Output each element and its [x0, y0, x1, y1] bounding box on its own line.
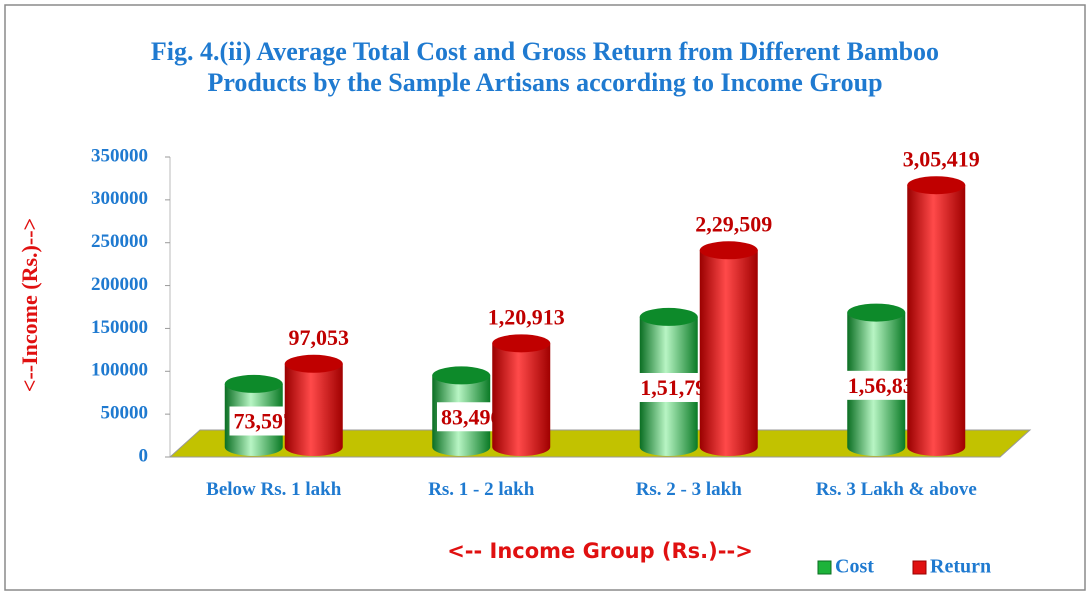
- x-tick-label: Rs. 1 - 2 lakh: [428, 479, 535, 500]
- y-tick-label: 250000: [91, 231, 148, 252]
- data-label: 3,05,419: [903, 146, 980, 171]
- y-tick-label: 200000: [91, 274, 148, 295]
- y-tick-label: 0: [139, 445, 149, 466]
- bar-top: [907, 176, 966, 195]
- x-tick-label: Rs. 2 - 3 lakh: [635, 479, 742, 500]
- bar: [492, 343, 551, 456]
- floor: [168, 429, 1032, 458]
- bar-top: [639, 307, 698, 326]
- x-tick-label: Below Rs. 1 lakh: [206, 479, 342, 500]
- legend-label: Return: [930, 556, 991, 578]
- bar-top: [847, 303, 906, 322]
- legend-swatch: [912, 560, 927, 575]
- bar: [907, 185, 966, 456]
- legend-swatch: [817, 560, 832, 575]
- y-axis-title: <--Income (Rs.)-->: [17, 218, 42, 392]
- bar-top: [699, 241, 758, 260]
- y-tick-label: 300000: [91, 188, 148, 209]
- legend-label: Cost: [835, 556, 874, 578]
- bar: [699, 250, 758, 456]
- data-label: 97,053: [289, 325, 350, 350]
- chart-title: Fig. 4.(ii) Average Total Cost and Gross…: [150, 37, 940, 97]
- bar: [284, 363, 343, 456]
- x-axis-title: <-- Income Group (Rs.)-->: [447, 539, 753, 563]
- bar-top: [492, 334, 551, 353]
- data-label: 2,29,509: [695, 211, 772, 236]
- chart-frame: [4, 4, 1086, 591]
- x-tick-label: Rs. 3 Lakh & above: [815, 479, 977, 500]
- y-tick-label: 100000: [91, 360, 148, 381]
- data-label: 1,20,913: [488, 304, 565, 329]
- bar-top: [224, 374, 283, 393]
- data-label: 83,496: [441, 404, 502, 429]
- y-tick-label: 50000: [101, 403, 149, 424]
- bar-top: [432, 366, 491, 385]
- y-tick-label: 150000: [91, 317, 148, 338]
- data-label: 73,597: [234, 409, 295, 434]
- bar-top: [284, 354, 343, 373]
- y-tick-label: 350000: [91, 145, 148, 166]
